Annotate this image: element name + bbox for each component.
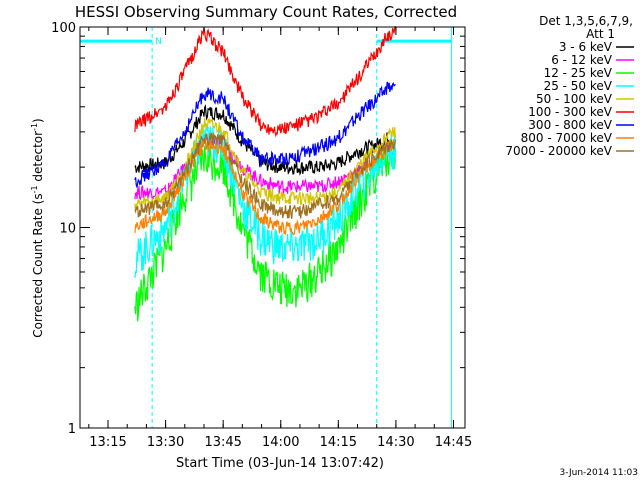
y-tick-label: 10 bbox=[59, 222, 76, 237]
y-axis-label: Corrected Count Rate (s-1 detector-1) bbox=[30, 118, 45, 337]
chart-title: HESSI Observing Summary Count Rates, Cor… bbox=[75, 3, 457, 21]
legend-label: 50 - 100 keV bbox=[536, 92, 613, 106]
series-line bbox=[134, 138, 396, 236]
x-axis-label: Start Time (03-Jun-14 13:07:42) bbox=[176, 456, 384, 471]
x-tick-label: 14:00 bbox=[262, 435, 299, 450]
timestamp: 3-Jun-2014 11:03 bbox=[560, 468, 639, 478]
x-tick-label: 13:15 bbox=[89, 435, 126, 450]
y-tick-label: 1 bbox=[68, 422, 76, 437]
x-tick-label: 13:45 bbox=[204, 435, 241, 450]
series-line bbox=[134, 133, 396, 201]
y-axis-label-sup2: -1 bbox=[30, 123, 39, 131]
x-axis: 13:15 13:30 13:45 14:00 14:15 14:30 14:45 bbox=[88, 27, 472, 450]
y-axis-label-mid: detector bbox=[31, 131, 45, 186]
y-axis-label-main: Corrected Count Rate (s bbox=[31, 193, 45, 337]
x-tick-label: 14:45 bbox=[435, 435, 472, 450]
legend-label: 6 - 12 keV bbox=[551, 53, 613, 67]
legend-label: 12 - 25 keV bbox=[544, 66, 613, 80]
series-line bbox=[134, 81, 396, 190]
legend-label: 7000 - 20000 keV bbox=[505, 144, 612, 158]
y-axis-label-end: ) bbox=[31, 118, 45, 123]
data-layer: N bbox=[79, 25, 453, 428]
series-line bbox=[134, 25, 396, 138]
series-line bbox=[134, 123, 396, 279]
legend-label: 25 - 50 keV bbox=[544, 79, 613, 93]
legend-label: 3 - 6 keV bbox=[559, 40, 613, 54]
y-axis: 1 10 100 bbox=[51, 21, 465, 437]
legend-label: 100 - 300 keV bbox=[528, 105, 612, 119]
y-axis-label-sup1: -1 bbox=[30, 185, 39, 193]
x-tick-label: 14:15 bbox=[320, 435, 357, 450]
series-line bbox=[134, 104, 396, 176]
x-tick-label: 14:30 bbox=[377, 435, 414, 450]
legend-header: Det 1,3,5,6,7,9, bbox=[539, 14, 633, 28]
legend-label: 300 - 800 keV bbox=[528, 118, 612, 132]
legend-header-att: Att 1 bbox=[586, 27, 615, 41]
night-marker-label: N bbox=[155, 37, 162, 47]
y-tick-label: 100 bbox=[51, 21, 76, 36]
series-line bbox=[134, 132, 396, 219]
legend-label: 800 - 7000 keV bbox=[521, 131, 613, 145]
x-tick-label: 13:30 bbox=[147, 435, 184, 450]
